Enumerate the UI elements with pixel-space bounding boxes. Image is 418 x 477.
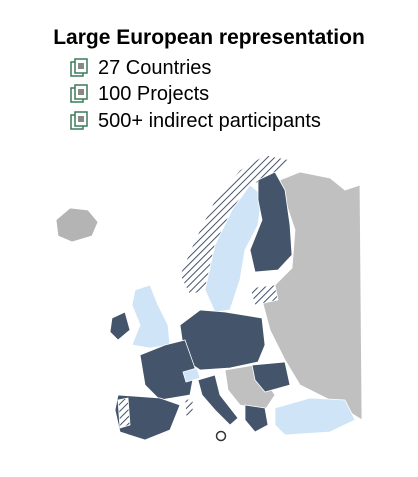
baltics — [249, 284, 279, 306]
sardinia — [184, 397, 194, 417]
bullet: 100 Projects — [70, 82, 209, 106]
turkey — [274, 397, 356, 436]
malta-marker — [215, 430, 227, 442]
switzerland — [182, 367, 201, 383]
greece — [244, 404, 269, 433]
bullet: 27 Countries — [70, 56, 211, 80]
iceland — [55, 207, 99, 243]
finland — [249, 171, 293, 273]
corsica-hatch — [117, 397, 131, 429]
france — [139, 339, 196, 401]
bullet: 500+ indirect participants — [70, 109, 321, 133]
italy — [197, 374, 239, 426]
bullet-text: 27 Countries — [98, 56, 212, 79]
ireland — [109, 311, 131, 341]
bullet-icon — [70, 84, 88, 103]
bullet-icon — [70, 111, 88, 130]
romania — [251, 361, 291, 393]
bullet-icon — [70, 58, 88, 77]
iberia — [114, 394, 181, 441]
bullet-text: 500+ indirect participants — [98, 109, 321, 132]
russia — [261, 171, 363, 421]
title: Large European representation — [53, 26, 365, 49]
sweden — [204, 184, 263, 313]
bullet-text: 100 Projects — [98, 82, 210, 105]
uk — [131, 284, 171, 349]
